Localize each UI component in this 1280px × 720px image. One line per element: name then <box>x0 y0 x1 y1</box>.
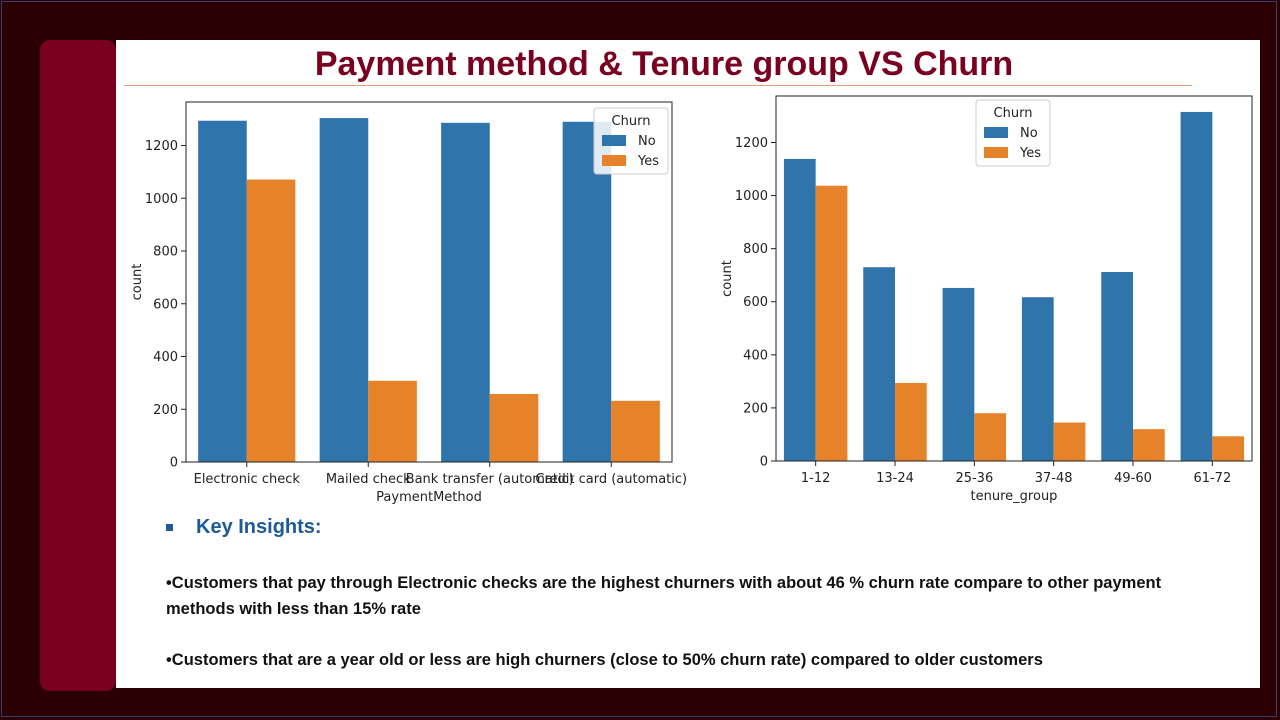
bar-yes-5 <box>1212 436 1245 461</box>
y-axis-label: count <box>130 264 145 301</box>
x-tick-label: Mailed check <box>326 472 411 487</box>
legend-title: Churn <box>612 114 651 129</box>
y-tick-label: 200 <box>743 401 768 416</box>
key-insights-label: Key Insights: <box>196 516 322 538</box>
x-tick-label: 37-48 <box>1035 471 1073 486</box>
title-underline <box>124 85 1192 86</box>
payment-method-chart: 0 200 400 600 800 1000 1200 Electronic check Mai… <box>116 96 696 508</box>
y-tick-label: 600 <box>153 297 178 312</box>
chart-svg: 0 200 400 600 800 1000 1200 Electronic check Mai… <box>130 101 687 505</box>
y-tick-label: 800 <box>743 242 768 257</box>
y-tick-label: 400 <box>153 350 178 365</box>
bar-no-0 <box>783 158 816 461</box>
bar-no-1 <box>319 118 369 462</box>
y-tick-label: 0 <box>760 455 768 470</box>
legend-label-no: No <box>1020 126 1038 141</box>
bar-yes-3 <box>1053 422 1086 461</box>
bar-no-4 <box>1101 271 1133 461</box>
insight-tenure: •Customers that are a year old or less a… <box>166 651 1043 669</box>
legend-swatch-yes <box>602 155 626 166</box>
legend-swatch-no <box>984 127 1008 138</box>
x-tick-label: Credit card (automatic) <box>535 472 687 487</box>
y-tick-label: 800 <box>153 245 178 260</box>
x-tick-label: 1-12 <box>801 471 831 486</box>
bar-no-3 <box>1021 297 1054 461</box>
x-tick-label: 25-36 <box>955 471 993 486</box>
bar-no-3 <box>562 121 612 463</box>
bar-no-0 <box>198 120 247 462</box>
bar-yes-2 <box>974 413 1007 461</box>
legend-swatch-yes <box>984 147 1008 158</box>
bar-yes-2 <box>489 393 539 462</box>
slide-title: Payment method & Tenure group VS Churn <box>314 45 1014 83</box>
y-tick-label: 600 <box>743 295 768 310</box>
legend-label-yes: Yes <box>637 154 659 169</box>
bar-yes-0 <box>815 185 848 461</box>
y-tick-label: 1000 <box>735 189 768 204</box>
legend-swatch-no <box>602 135 626 146</box>
key-insights-heading: Key Insights: <box>166 516 322 539</box>
bar-yes-1 <box>895 382 927 461</box>
square-bullet-icon <box>166 524 173 531</box>
x-tick-label: 13-24 <box>876 471 914 486</box>
bar-yes-4 <box>1133 429 1165 461</box>
legend-label-no: No <box>638 134 656 149</box>
y-axis-label: count <box>720 260 735 297</box>
plot-frame <box>775 95 1253 462</box>
y-tick-label: 1200 <box>735 136 768 151</box>
y-tick-label: 0 <box>170 456 178 471</box>
insight-payment: •Customers that pay through Electronic c… <box>166 574 1162 618</box>
x-axis-label: tenure_group <box>971 489 1058 504</box>
x-axis-label: PaymentMethod <box>376 490 482 505</box>
legend-label-yes: Yes <box>1019 146 1041 161</box>
legend-title: Churn <box>994 106 1033 121</box>
bar-no-1 <box>863 267 895 461</box>
bar-no-5 <box>1180 111 1213 461</box>
y-tick-label: 200 <box>153 403 178 418</box>
bar-no-2 <box>441 122 490 462</box>
y-tick-label: 1200 <box>145 139 178 154</box>
tenure-group-chart: 0 200 400 600 800 1000 1200 1-12 13-24 25-36 37-48… <box>700 92 1256 506</box>
y-tick-label: 400 <box>743 348 768 363</box>
bar-yes-0 <box>246 179 296 462</box>
chart-svg: 0 200 400 600 800 1000 1200 1-12 13-24 25-36 37-48… <box>720 95 1253 504</box>
y-tick-label: 1000 <box>145 192 178 207</box>
x-tick-label: Electronic check <box>194 472 301 487</box>
bar-no-2 <box>942 287 975 461</box>
plot-frame <box>185 101 673 463</box>
bar-yes-3 <box>611 400 660 462</box>
x-tick-label: 61-72 <box>1193 471 1231 486</box>
x-tick-label: Bank transfer (automatic) <box>406 472 574 487</box>
bar-yes-1 <box>368 380 417 462</box>
x-tick-label: 49-60 <box>1114 471 1152 486</box>
side-accent-bar <box>40 40 116 691</box>
slide: Payment method & Tenure group VS Churn 0… <box>116 40 1260 688</box>
